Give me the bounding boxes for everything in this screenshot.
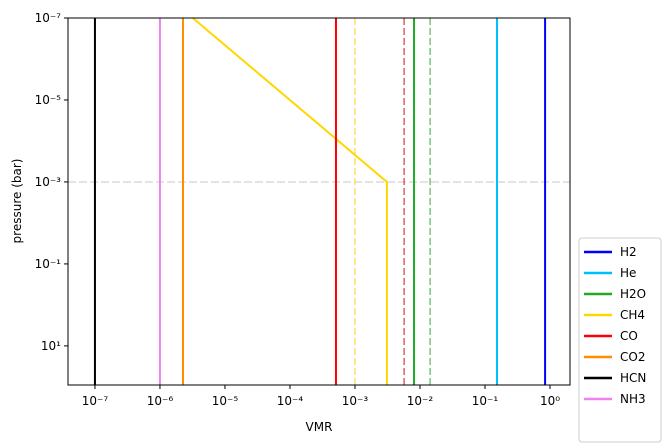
legend-label: CO2 xyxy=(620,350,645,364)
x-tick-label: 10⁰ xyxy=(540,394,560,408)
x-tick-label: 10⁻⁷ xyxy=(82,394,109,408)
y-tick-label: 10⁻⁵ xyxy=(35,93,62,107)
legend-label: CO xyxy=(620,329,638,343)
x-tick-label: 10⁻⁵ xyxy=(212,394,239,408)
y-tick-label: 10⁻⁷ xyxy=(35,11,62,25)
legend-label: HCN xyxy=(620,371,646,385)
legend-label: H2 xyxy=(620,245,637,259)
legend-label: CH4 xyxy=(620,308,645,322)
x-tick-label: 10⁻³ xyxy=(342,394,369,408)
plot-frame xyxy=(67,17,571,386)
y-axis-label: pressure (bar) xyxy=(10,159,24,244)
x-tick-label: 10⁻¹ xyxy=(472,394,499,408)
x-axis-label: VMR xyxy=(306,420,333,434)
x-tick-label: 10⁻⁶ xyxy=(147,394,174,408)
legend-label: NH3 xyxy=(620,392,646,406)
y-tick-label: 10⁻¹ xyxy=(35,257,62,271)
legend-box xyxy=(578,237,662,443)
legend-label: H2O xyxy=(620,287,646,301)
legend-label: He xyxy=(620,266,636,280)
x-tick-label: 10⁻⁴ xyxy=(277,394,304,408)
y-tick-label: 10¹ xyxy=(41,339,61,353)
y-tick-label: 10⁻³ xyxy=(35,175,62,189)
series-line xyxy=(192,17,388,385)
x-tick-label: 10⁻² xyxy=(407,394,434,408)
